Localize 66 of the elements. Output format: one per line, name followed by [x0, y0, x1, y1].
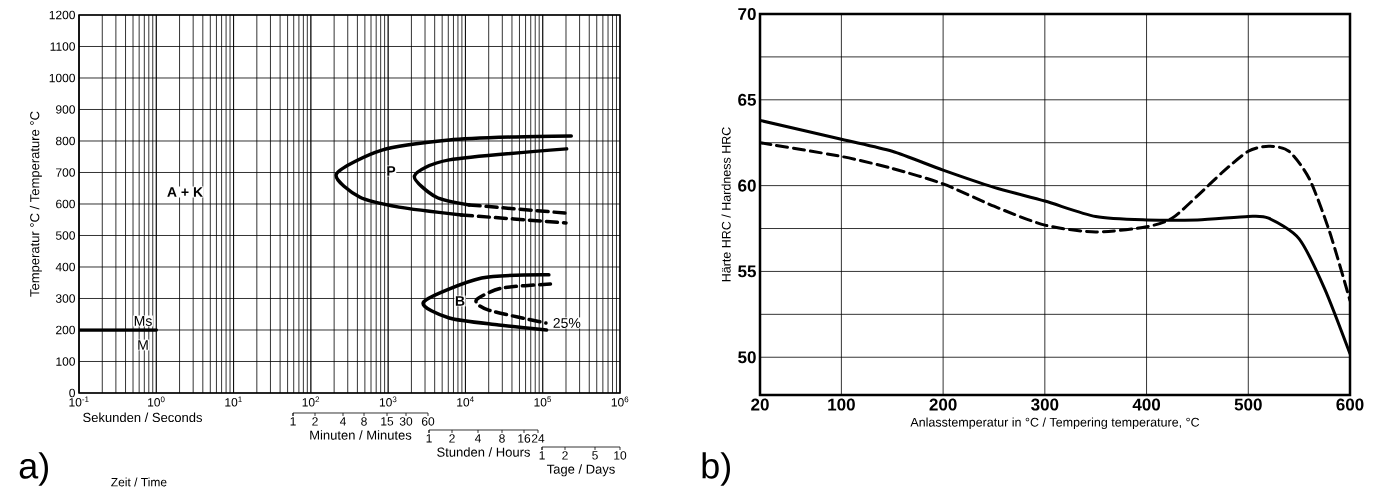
x-tick-label: 400	[1132, 398, 1161, 411]
x-tick-label: 10$^{6}$	[611, 396, 629, 407]
y-tick-label: 900	[56, 105, 75, 114]
x-tick-label: 300	[1031, 398, 1059, 411]
annotation: M	[138, 340, 148, 350]
text: 5	[592, 451, 598, 460]
text: a)	[19, 452, 48, 486]
x-tick-label: 10$^{5}$	[534, 396, 552, 407]
annotation: A + K	[167, 187, 203, 197]
text: 10	[614, 451, 627, 460]
x-tick-label: 10$^{1}$	[225, 396, 242, 407]
x-tick-label: 10$^{3}$	[379, 396, 397, 407]
text: 2	[562, 451, 568, 460]
text: 4	[339, 417, 346, 426]
text: 2	[312, 417, 318, 426]
text: Stunden / Hours	[437, 447, 530, 457]
text: 30	[399, 417, 413, 426]
text: Tage / Days	[546, 464, 615, 477]
x-tick-label: 200	[929, 398, 957, 411]
x-axis-title: Anlasstemperatur in °C / Tempering temperature, °C	[910, 417, 1200, 430]
annotation: 25%	[553, 318, 581, 328]
text: 60	[421, 417, 435, 426]
y-tick-label: 800	[55, 136, 75, 146]
x-tick-label: 20	[751, 398, 769, 411]
y-tick-label: 600	[56, 199, 75, 209]
y-tick-label: 400	[55, 262, 75, 272]
text: Minuten / Minutes	[310, 430, 412, 440]
text: 15	[381, 417, 394, 426]
text: 24	[531, 434, 545, 443]
text: 8	[361, 417, 367, 426]
y-tick-label: 70	[738, 7, 756, 21]
y-tick-label: 0	[69, 388, 76, 398]
y-axis-title: Temperatur °C / Temperature °C	[29, 111, 42, 297]
x-tick-label: 10$^{0}$	[148, 396, 165, 407]
x-tick-label: 10$^{2}$	[302, 396, 320, 407]
x-tick-label: 10$^{-1}$	[69, 396, 89, 407]
y-tick-label: 1200	[49, 10, 75, 20]
x-axis-title: Sekunden / Seconds	[83, 412, 203, 423]
x-tick-label: 10$^{4}$	[457, 396, 474, 407]
x-tick-label: 500	[1234, 398, 1262, 411]
y-tick-label: 700	[56, 168, 75, 177]
y-tick-label: 1100	[50, 42, 75, 51]
text: 16	[518, 434, 531, 443]
text: 8	[499, 434, 505, 443]
y-tick-label: 1000	[49, 73, 75, 83]
text: 1	[290, 417, 296, 426]
y-tick-label: 100	[56, 357, 75, 366]
y-tick-label: 200	[56, 325, 75, 335]
x-tick-label: 100	[828, 398, 855, 411]
y-tick-label: 500	[55, 231, 75, 240]
y-axis-title: Härte HRC / Hardness HRC	[721, 127, 731, 282]
y-tick-label: 65	[738, 93, 756, 106]
y-tick-label: 50	[738, 351, 756, 364]
y-tick-label: 55	[738, 265, 756, 278]
x-tick-label: 600	[1336, 398, 1364, 411]
text: 4	[474, 434, 481, 443]
text: b)	[702, 452, 730, 486]
annotation: B	[455, 296, 465, 306]
annotation: Ms	[134, 316, 152, 326]
y-tick-label: 300	[55, 294, 75, 303]
text: Zeit / Time	[111, 477, 167, 487]
text: 2	[449, 434, 455, 443]
text: 1	[539, 451, 545, 460]
text: 1	[426, 434, 432, 443]
annotation: P	[387, 166, 396, 176]
y-tick-label: 60	[738, 179, 756, 192]
